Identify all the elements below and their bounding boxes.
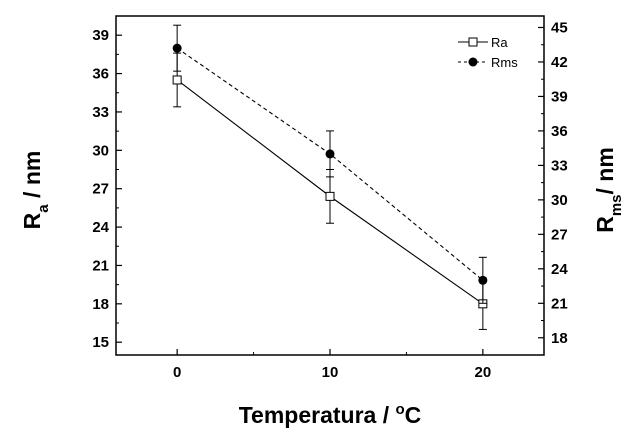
left-axis-title: Ra / nm [19,151,52,230]
right-tick-label: 21 [551,295,568,312]
left-tick-label: 18 [92,296,109,313]
left-tick-label: 27 [92,181,109,198]
right-tick-label: 24 [551,261,568,278]
right-tick-label: 42 [551,54,568,71]
x-tick-label: 20 [475,364,492,381]
plot-frame [115,15,545,356]
right-tick-label: 36 [551,123,568,140]
right-tick-label: 33 [551,157,568,174]
series-layer [172,24,488,330]
legend-label-rms: Rms [491,55,518,70]
data-point-ra [325,191,335,201]
data-point-rms [325,149,335,159]
right-axis-title: Rms/ nm [592,147,625,233]
right-tick-label: 30 [551,192,568,209]
data-point-rms [478,275,488,285]
right-tick-label: 18 [551,330,568,347]
left-tick-label: 24 [92,219,109,236]
right-tick-label: 39 [551,88,568,105]
x-tick-label: 10 [322,364,339,381]
left-tick-label: 15 [92,334,109,351]
ticks-layer: 0 10 20 15 18 21 24 27 30 33 36 39 18 21 24 27 30 33 36 39 4… [92,15,568,381]
legend-item-rms: Rms [458,55,518,70]
right-tick-label: 45 [551,19,568,36]
left-tick-label: 36 [92,66,109,83]
legend: Ra Rms [458,35,518,70]
x-axis-title: Temperatura / oC [239,401,422,428]
x-tick-label: 0 [173,364,181,381]
legend-item-ra: Ra [458,35,508,50]
data-point-ra [172,75,182,85]
right-tick-label: 27 [551,226,568,243]
left-tick-label: 33 [92,104,109,121]
legend-label-ra: Ra [491,35,508,50]
left-tick-label: 21 [92,257,109,274]
left-tick-label: 39 [92,27,109,44]
data-point-rms [172,43,182,53]
left-tick-label: 30 [92,142,109,159]
